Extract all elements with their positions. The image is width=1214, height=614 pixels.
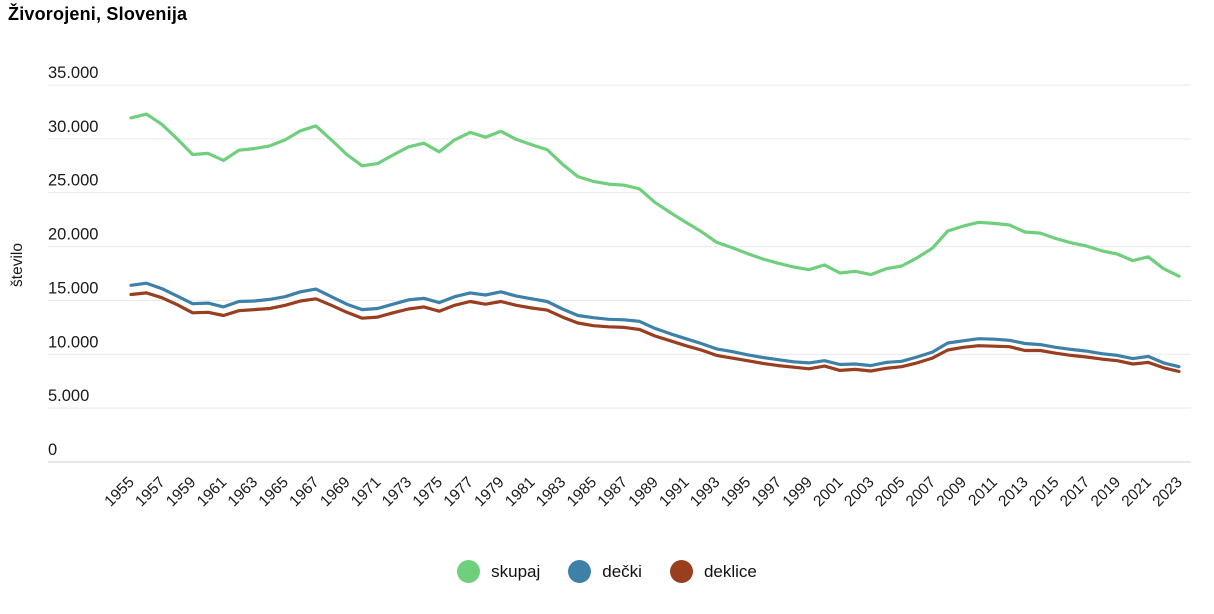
x-tick-label: 1959 — [163, 474, 199, 510]
y-axis-title: število — [9, 243, 26, 287]
x-tick-label: 1987 — [595, 474, 631, 510]
x-tick-label: 1967 — [286, 474, 322, 510]
y-tick-label: 25.000 — [48, 172, 98, 190]
x-tick-label: 1993 — [687, 474, 723, 510]
legend-swatch-decki-icon — [568, 560, 592, 583]
x-tick-label: 2009 — [934, 474, 970, 510]
line-chart-canvas: število 35.000 30.000 25.000 20.000 15.000 10… — [9, 64, 1191, 510]
x-tick-label: 2011 — [965, 474, 1001, 510]
series-line-dečki — [129, 281, 1181, 369]
y-tick-label: 15.000 — [48, 279, 98, 297]
x-tick-label: 1977 — [441, 474, 477, 510]
x-tick-label: 1985 — [564, 474, 600, 510]
x-tick-label: 2021 — [1119, 474, 1155, 510]
x-tick-label: 1955 — [101, 474, 137, 510]
x-tick-label: 1999 — [780, 474, 816, 510]
x-tick-label: 2007 — [903, 474, 939, 510]
legend-item-skupaj: skupaj — [457, 560, 540, 583]
x-tick-label: 1973 — [379, 474, 415, 510]
series-line-deklice — [129, 291, 1181, 374]
x-tick-label: 2023 — [1149, 474, 1185, 510]
x-tick-label: 1965 — [256, 474, 292, 510]
x-tick-label: 2013 — [995, 474, 1031, 510]
legend-item-decki: dečki — [568, 560, 642, 583]
legend-swatch-deklice-icon — [669, 560, 693, 583]
x-tick-label: 2003 — [841, 474, 877, 510]
x-tick-label: 1979 — [471, 474, 507, 510]
chart-title: Živorojeni, Slovenija — [8, 4, 188, 24]
y-tick-label: 5.000 — [48, 387, 89, 405]
x-tick-label: 2015 — [1026, 474, 1062, 510]
x-tick-label: 1989 — [625, 474, 661, 510]
legend-label-skupaj: skupaj — [491, 561, 541, 581]
y-tick-label: 20.000 — [48, 226, 98, 244]
y-tick-label: 0 — [48, 441, 57, 459]
x-tick-label: 1991 — [656, 474, 692, 510]
x-tick-label: 1963 — [225, 474, 261, 510]
x-tick-label: 2019 — [1088, 474, 1124, 510]
legend-label-deklice: deklice — [703, 561, 757, 581]
x-tick-label: 1971 — [348, 474, 384, 510]
x-tick-label: 1983 — [533, 474, 569, 510]
x-tick-label: 2001 — [810, 474, 846, 510]
y-tick-label: 10.000 — [48, 333, 98, 351]
x-tick-label: 1995 — [718, 474, 754, 510]
x-tick-label: 1961 — [194, 474, 230, 510]
x-tick-label: 2017 — [1057, 474, 1093, 510]
y-tick-label: 30.000 — [48, 118, 98, 136]
x-tick-label: 1957 — [132, 474, 168, 510]
legend-swatch-skupaj-icon — [457, 560, 481, 583]
x-tick-label: 1969 — [317, 474, 353, 510]
x-tick-label: 1997 — [749, 474, 785, 510]
legend-item-deklice: deklice — [669, 560, 757, 583]
series-line-skupaj — [129, 112, 1181, 278]
x-tick-label: 2005 — [872, 474, 908, 510]
legend-label-decki: dečki — [602, 561, 642, 581]
x-tick-label: 1975 — [410, 474, 446, 510]
y-tick-label: 35.000 — [48, 64, 98, 82]
legend: skupaj dečki deklice — [0, 560, 1214, 583]
x-tick-label: 1981 — [502, 474, 538, 510]
